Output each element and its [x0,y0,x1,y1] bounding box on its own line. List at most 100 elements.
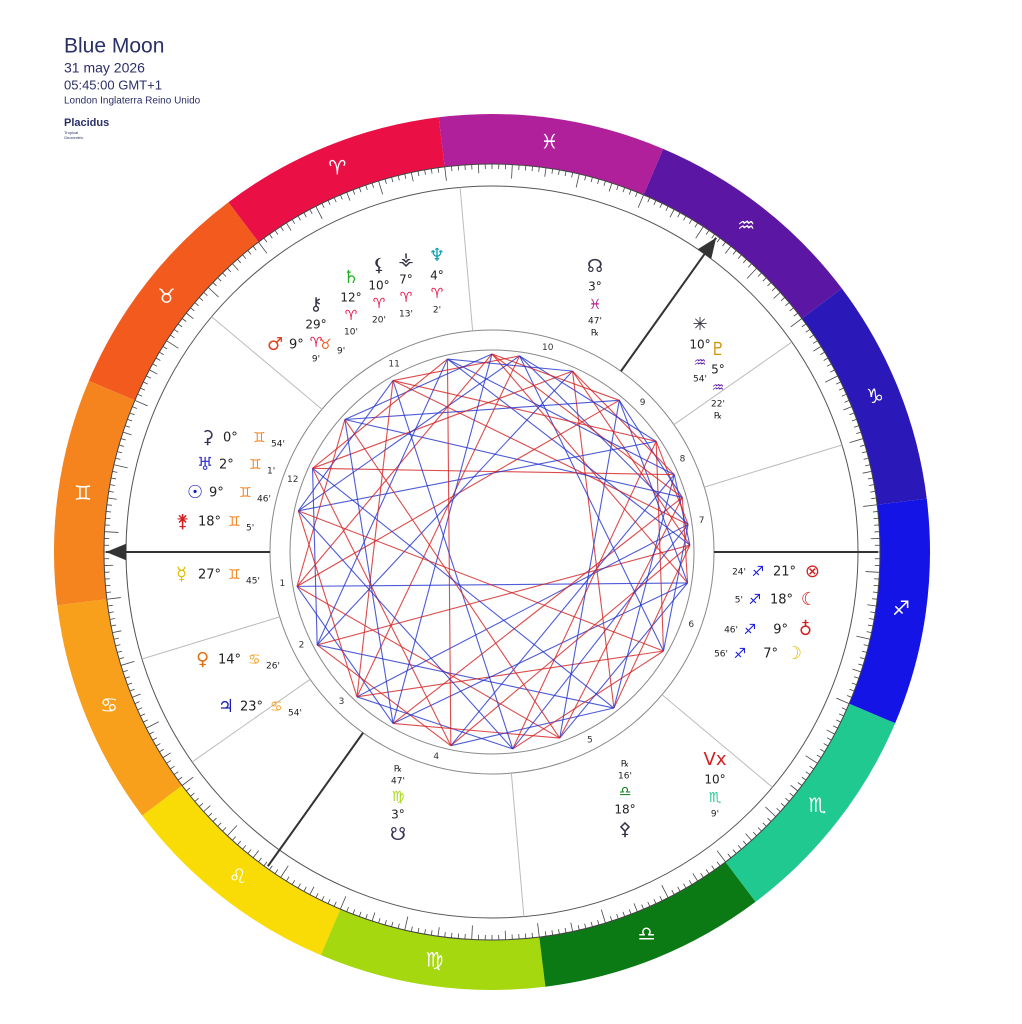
point-glyph: ☿ [176,564,187,585]
point-minutes: 10' [344,328,358,338]
degree-tick [694,222,698,228]
point-glyph: ♃ [218,696,234,717]
aspect-line [392,380,514,750]
point-minutes: 24' [732,568,746,578]
degree-tick [793,312,798,317]
degree-tick [149,731,155,735]
degree-tick [258,241,268,254]
sign-glyph: ♎ [638,921,656,945]
degree-tick [742,840,747,846]
aspect-line [356,696,513,750]
point-degree: 9° [289,338,304,353]
degree-tick [825,375,838,383]
degree-tick [315,893,319,898]
point-minutes: 22' [711,400,725,410]
degree-tick [805,755,818,764]
degree-tick [742,258,747,264]
point-sign: ♒ [694,355,707,371]
degree-tick [127,418,133,422]
degree-tick [252,246,257,251]
degree-tick [346,906,349,912]
point-minutes: 9' [711,810,719,820]
degree-tick [838,713,844,717]
degree-tick [849,688,855,692]
sign-glyph: ♏ [808,793,826,817]
degree-tick [688,219,693,224]
point-degree: 10° [704,773,725,787]
degree-tick [384,178,387,184]
degree-tick [633,903,638,912]
aspect-line [450,474,675,747]
degree-tick [227,825,238,837]
degree-tick [384,920,387,926]
point-minutes: 47' [588,317,602,327]
degree-tick [732,250,737,255]
point-minutes: 56' [714,650,728,660]
degree-tick [391,177,394,183]
degree-tick [737,845,742,850]
degree-tick [140,713,146,717]
point-glyph: ⚳ [201,427,214,448]
house-number: 5 [587,736,593,746]
aspect-line [312,467,615,709]
sign-segment [320,909,546,990]
degree-tick [665,206,669,211]
degree-tick [863,644,869,647]
point-sign: ♊ [228,514,241,530]
degree-tick [127,682,133,686]
chart-date: 31 may 2026 [64,60,145,76]
axis-arrow [106,543,127,561]
point-minutes: 9' [337,347,345,357]
point-sign: ♋ [248,652,261,668]
house-number: 3 [339,697,345,707]
degree-tick [765,806,777,817]
sign-segment [438,113,664,195]
point-glyph: ⚶ [398,249,413,270]
house-number: 8 [680,455,686,465]
sign-glyph: ♒ [737,213,755,237]
degree-tick [162,752,171,758]
degree-tick [149,369,158,375]
degree-tick [849,412,855,416]
point-minutes: 46' [724,626,738,636]
degree-tick [570,922,574,932]
aspect-line [571,371,615,709]
degree-tick [641,904,644,910]
degree-tick [134,400,148,407]
degree-tick [683,215,687,221]
degree-tick [746,267,757,279]
degree-tick [863,457,869,460]
degree-tick [424,929,426,935]
point-glyph: ♅ [197,454,213,475]
degree-tick [269,865,273,871]
aspect-line [296,585,560,739]
degree-tick [867,604,877,607]
aspect-line [316,644,452,747]
degree-tick [444,932,446,938]
aspect-line [356,355,521,698]
degree-tick [597,178,600,184]
degree-tick [358,187,362,193]
house-cusp [459,187,474,331]
degree-tick [333,901,337,907]
sign-glyph: ♑ [866,384,884,408]
degree-tick [757,272,762,277]
point-glyph: ♁ [799,619,812,640]
degree-tick [173,771,179,775]
degree-tick [112,470,118,473]
point-degree: 9° [773,623,788,638]
aspect-line [312,467,675,476]
point-degree: 3° [391,808,405,822]
degree-tick [217,277,222,282]
point-sign: ♏ [709,790,722,806]
degree-tick [397,175,400,181]
degree-tick [404,173,407,179]
point-degree: 23° [240,700,263,715]
degree-tick [870,611,876,614]
house-cusp [211,316,323,410]
point-sign: ♐ [743,622,756,638]
degree-tick [194,797,199,802]
degree-tick [858,663,864,666]
perspective: Geocentric [64,135,83,140]
degree-tick [104,531,119,533]
